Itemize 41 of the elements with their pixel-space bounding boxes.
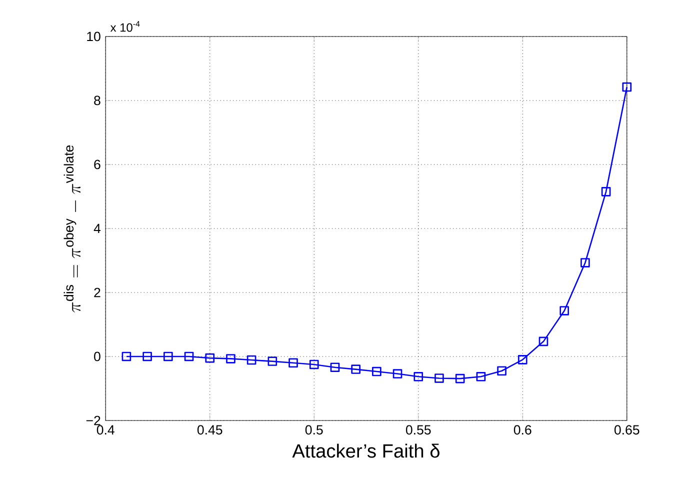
point xyxy=(330,362,340,372)
point xyxy=(288,358,298,368)
point xyxy=(622,82,632,92)
point xyxy=(351,364,360,374)
y-tick-label: 6 xyxy=(94,160,100,170)
x-tick-label: 0.5 xyxy=(305,425,323,435)
x-axis-title: Attacker’s Faith δ xyxy=(292,444,440,458)
point xyxy=(164,352,173,362)
y-axis-title: $\pi^{\mathrm{dis}} = \pi^{\mathrm{obey}} - \pi^{\mathrm{violate}}$ xyxy=(64,145,81,312)
x-tick-label: 0.45 xyxy=(197,425,222,435)
y-tick-label: 2 xyxy=(94,288,100,298)
x-tick-label: 0.55 xyxy=(406,425,431,435)
y-tick-label: 8 xyxy=(94,96,100,106)
point xyxy=(246,355,256,365)
point xyxy=(184,352,194,362)
point xyxy=(392,369,402,378)
y-tick-label: 0 xyxy=(94,352,100,362)
point xyxy=(309,360,319,370)
point xyxy=(580,258,590,268)
point xyxy=(122,352,132,362)
x-tick-label: 0.6 xyxy=(514,425,532,435)
x-tick-label: 0.65 xyxy=(614,425,640,435)
point xyxy=(414,372,424,382)
point xyxy=(205,353,215,363)
point xyxy=(476,372,486,382)
point xyxy=(434,374,444,383)
y-tick-label: 4 xyxy=(94,224,101,234)
point xyxy=(538,336,548,346)
y-tick-label: 10 xyxy=(87,32,100,42)
point xyxy=(497,366,506,376)
point xyxy=(372,366,382,376)
y-tick-label: −2 xyxy=(86,416,100,426)
x-tick-label: 0.4 xyxy=(96,425,114,435)
point xyxy=(226,354,236,364)
point xyxy=(142,352,152,362)
point xyxy=(601,186,611,196)
text: x 10$^{-4}$ xyxy=(110,21,140,32)
point xyxy=(268,356,278,366)
point xyxy=(518,354,528,364)
point xyxy=(560,306,569,316)
point xyxy=(455,374,465,384)
